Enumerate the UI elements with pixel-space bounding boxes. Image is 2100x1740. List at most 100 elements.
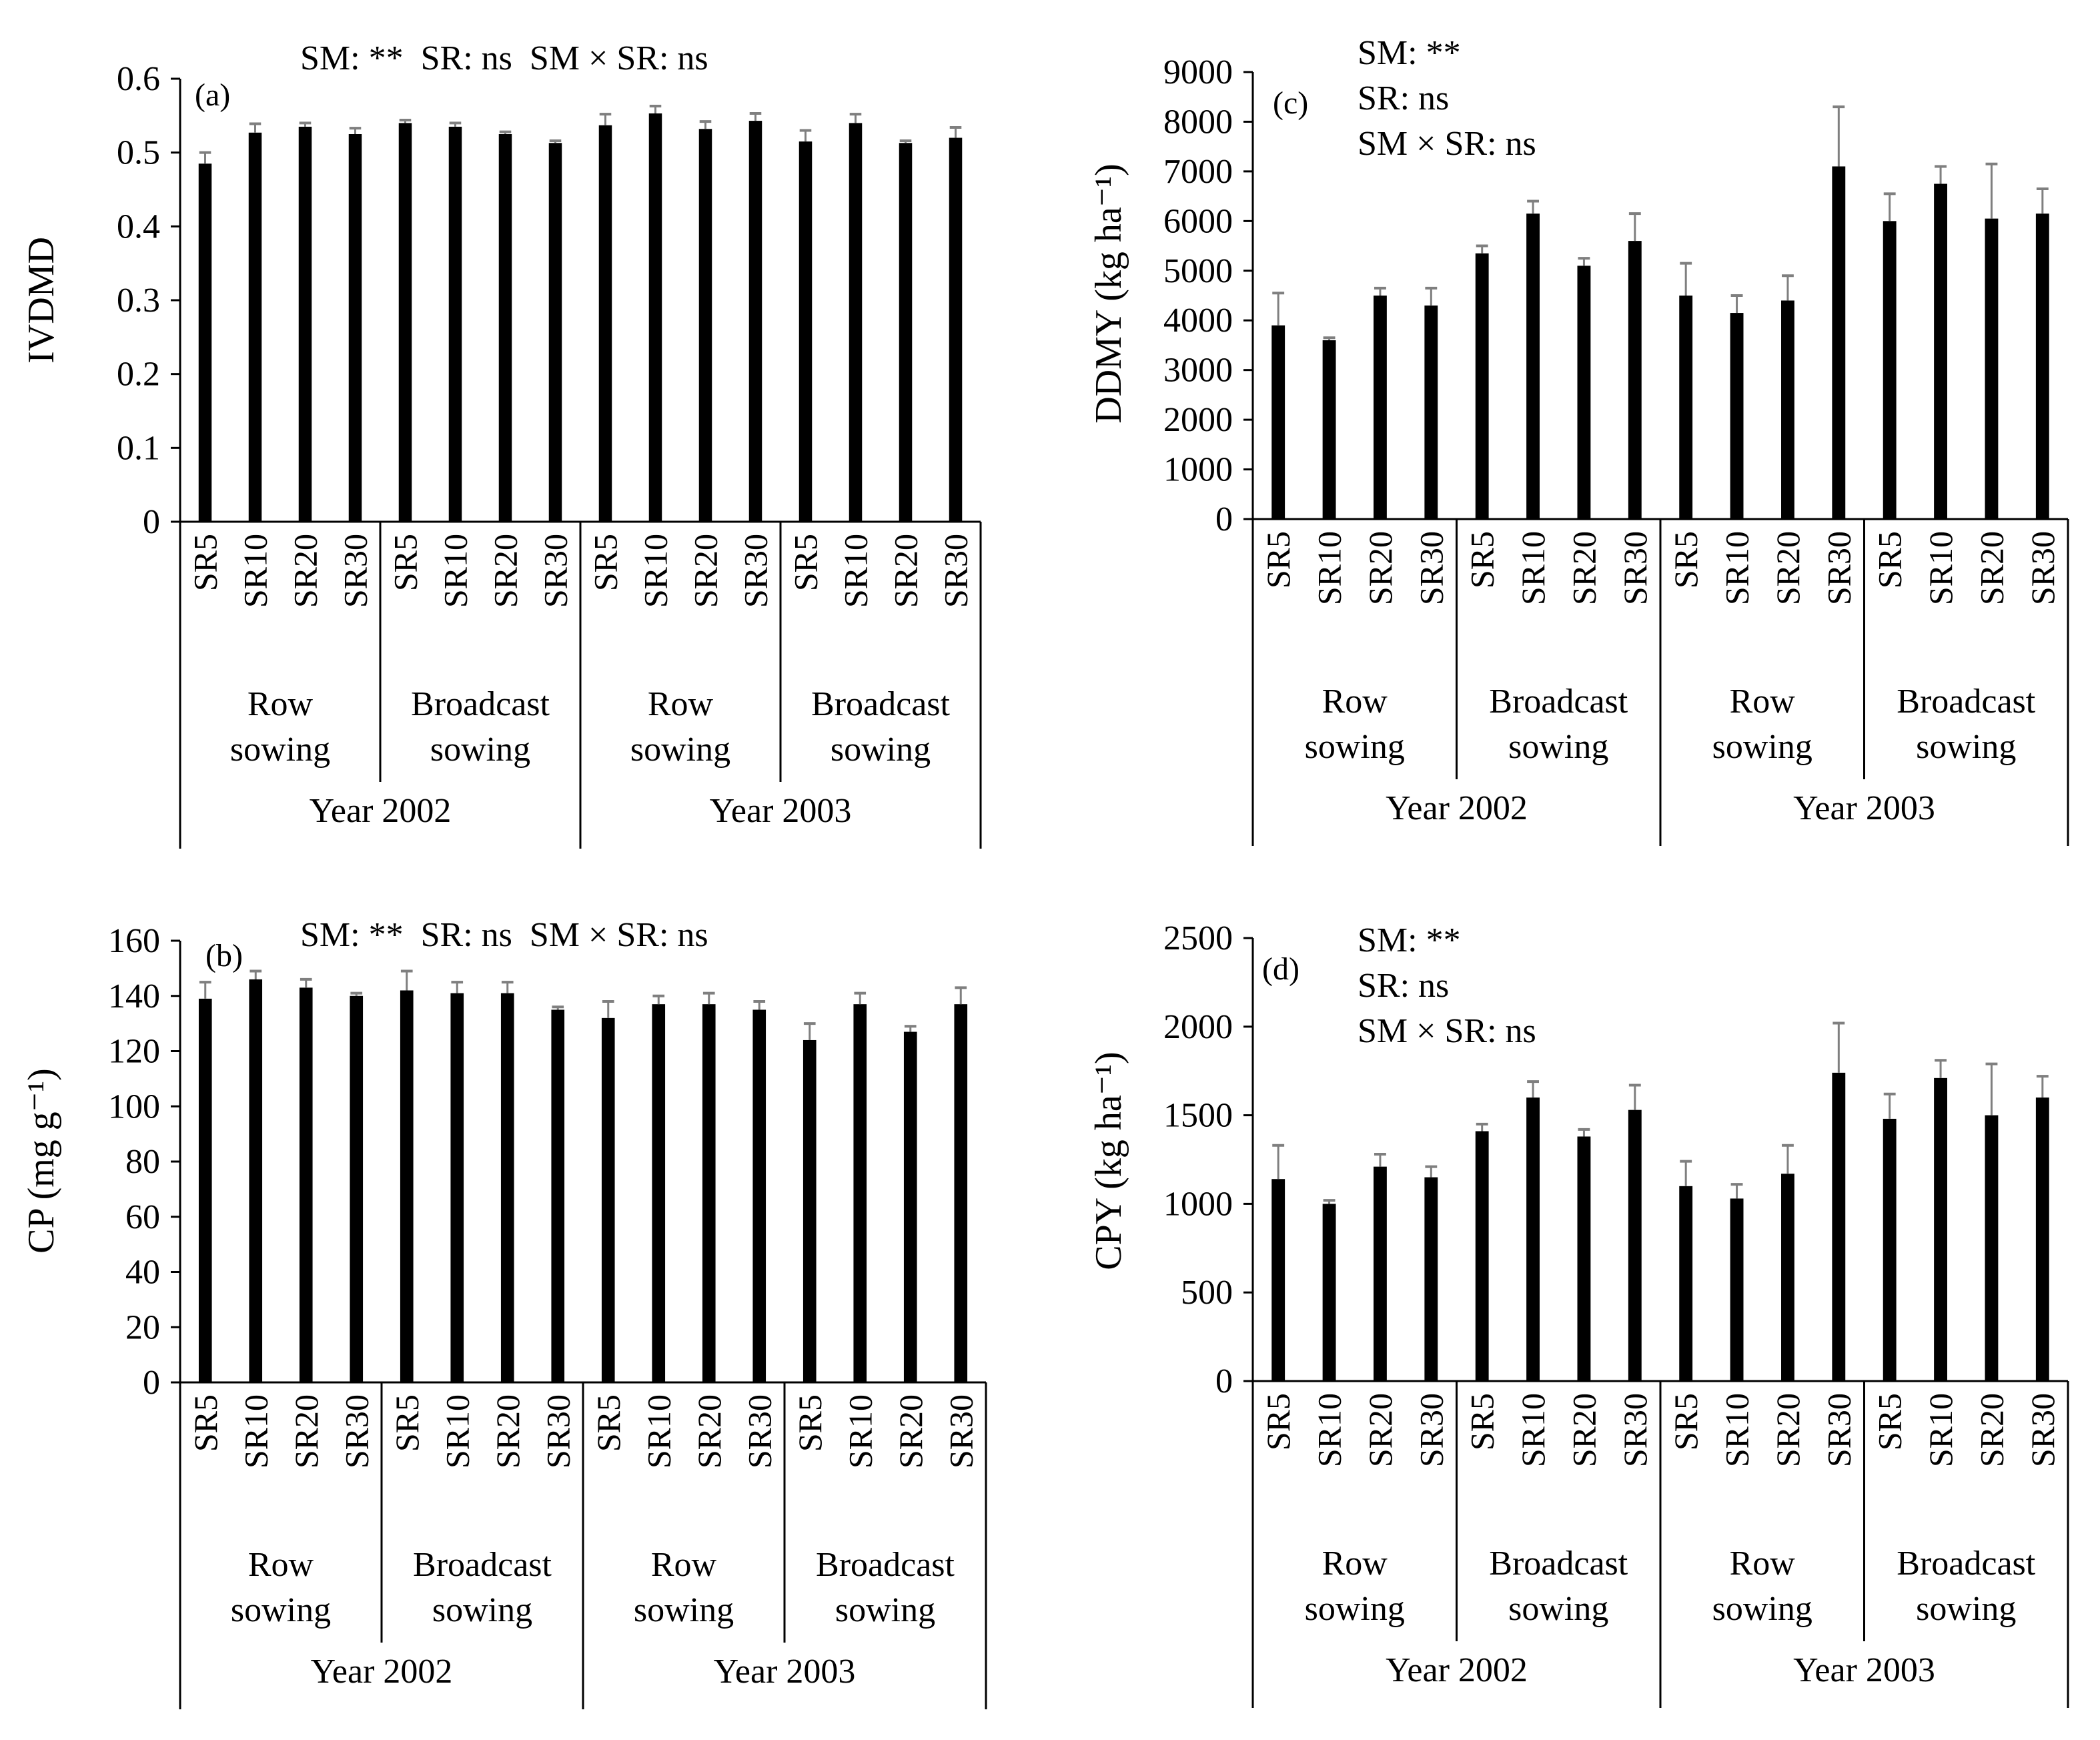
y-tick-label: 9000 <box>1163 53 1233 91</box>
method-group-label: sowing <box>1508 1590 1608 1628</box>
bar <box>799 141 813 522</box>
method-group-label: Broadcast <box>811 685 950 723</box>
y-tick-label: 1000 <box>1163 451 1233 489</box>
method-group-label: sowing <box>432 1591 532 1629</box>
y-tick-label: 120 <box>108 1033 160 1071</box>
category-label: SR30 <box>942 1394 979 1468</box>
category-label: SR20 <box>489 1394 526 1468</box>
bar <box>853 1004 867 1382</box>
y-tick-label: 500 <box>1181 1274 1233 1312</box>
panel-a-marks: 0 0.1 0.2 0.3 0.4 0.5 0.6 SR5 SR10 SR20 SR30 SR5 SR1… <box>117 60 982 849</box>
bar <box>1526 213 1540 519</box>
category-label: SR30 <box>2024 1393 2061 1467</box>
stat-annotation: SM: ** SR: ns SM × SR: ns <box>300 916 708 954</box>
category-label: SR10 <box>1718 1393 1756 1467</box>
category-label: SR10 <box>437 534 474 608</box>
y-tick-label: 0.2 <box>117 356 160 394</box>
y-tick-label: 100 <box>108 1088 160 1126</box>
year-group-label: Year 2002 <box>1386 1651 1528 1689</box>
stat-annotation: SM: ** <box>1358 921 1461 959</box>
bar <box>1526 1098 1540 1381</box>
year-group-label: Year 2003 <box>710 792 852 830</box>
category-label: SR5 <box>187 534 224 591</box>
y-tick-label: 1500 <box>1163 1097 1233 1135</box>
bar <box>249 979 263 1382</box>
category-label: SR10 <box>438 1394 476 1468</box>
bar <box>1628 1110 1642 1381</box>
category-label: SR10 <box>1922 1393 1959 1467</box>
year-group-label: Year 2003 <box>1793 1651 1935 1689</box>
bar <box>903 1031 917 1382</box>
bar <box>398 123 412 522</box>
bar <box>1322 1204 1336 1381</box>
category-label: SR5 <box>1464 531 1501 588</box>
bar <box>1883 221 1897 519</box>
category-label: SR10 <box>640 1394 677 1468</box>
bar <box>248 132 262 522</box>
method-group-label: sowing <box>1305 728 1405 766</box>
method-group-label: sowing <box>1712 1590 1812 1628</box>
method-group-label: Broadcast <box>1897 1545 2035 1583</box>
category-label: SR20 <box>287 534 324 608</box>
bar <box>1374 1166 1387 1381</box>
method-group-label: Broadcast <box>413 1546 552 1584</box>
method-group-label: sowing <box>1916 1590 2016 1628</box>
category-label: SR30 <box>1820 531 1857 605</box>
bar <box>348 134 362 522</box>
category-label: SR30 <box>740 1394 778 1468</box>
bar <box>1883 1118 1897 1381</box>
year-group-label: Year 2002 <box>1386 789 1528 827</box>
y-tick-label: 0.1 <box>117 429 160 467</box>
stat-annotations: SM: ** SR: ns SM × SR: ns <box>300 916 708 954</box>
y-tick-label: 80 <box>125 1143 160 1181</box>
y-tick-label: 0.5 <box>117 134 160 172</box>
bar <box>298 126 312 522</box>
bar <box>954 1004 968 1382</box>
panel-c-marks: 0 1000 2000 3000 4000 5000 6000 7000 8000 9000 SR5… <box>1163 53 2069 846</box>
bar <box>1577 266 1591 519</box>
panel-label: (a) <box>195 77 230 113</box>
bar <box>803 1039 817 1382</box>
bar <box>1374 296 1387 519</box>
method-group-label: Broadcast <box>816 1546 955 1584</box>
category-label: SR20 <box>887 534 925 608</box>
y-tick-label: 60 <box>125 1198 160 1236</box>
method-group-label: sowing <box>1508 728 1608 766</box>
y-tick-label: 0 <box>1215 1362 1233 1400</box>
method-group-label: Broadcast <box>1489 1545 1628 1583</box>
bar <box>1781 300 1794 519</box>
category-label: SR5 <box>187 1394 224 1452</box>
bar <box>949 137 963 522</box>
category-label: SR30 <box>338 1394 375 1468</box>
stat-annotations: SM: ** SR: ns SM × SR: ns <box>1358 921 1536 1050</box>
method-group-label: Broadcast <box>1897 683 2035 721</box>
bar <box>1985 1115 1999 1381</box>
y-tick-label: 2000 <box>1163 401 1233 439</box>
y-tick-label: 0.4 <box>117 207 160 246</box>
year-group-label: Year 2003 <box>714 1653 856 1691</box>
bar <box>1934 183 1947 519</box>
stat-annotation: SM × SR: ns <box>1358 125 1536 163</box>
category-label: SR5 <box>787 534 825 591</box>
category-label: SR20 <box>487 534 524 608</box>
bar <box>450 993 464 1382</box>
method-group-label: Row <box>1730 683 1796 721</box>
bar <box>2035 1098 2049 1381</box>
category-label: SR10 <box>637 534 674 608</box>
category-label: SR20 <box>1565 531 1602 605</box>
y-tick-label: 0 <box>143 503 160 541</box>
category-label: SR20 <box>690 1394 728 1468</box>
method-group-label: Row <box>247 685 314 723</box>
category-label: SR30 <box>937 534 975 608</box>
category-label: SR5 <box>1259 531 1297 588</box>
y-axis-label: IVDMD <box>21 237 62 364</box>
method-group-label: sowing <box>835 1591 935 1629</box>
method-group-label: Row <box>248 1546 314 1584</box>
bar <box>350 995 364 1382</box>
bar <box>1577 1136 1591 1381</box>
bar <box>1271 1179 1285 1381</box>
method-group-label: sowing <box>831 731 931 769</box>
method-group-label: sowing <box>430 731 530 769</box>
method-group-label: Row <box>1730 1545 1796 1583</box>
bar <box>198 998 212 1382</box>
